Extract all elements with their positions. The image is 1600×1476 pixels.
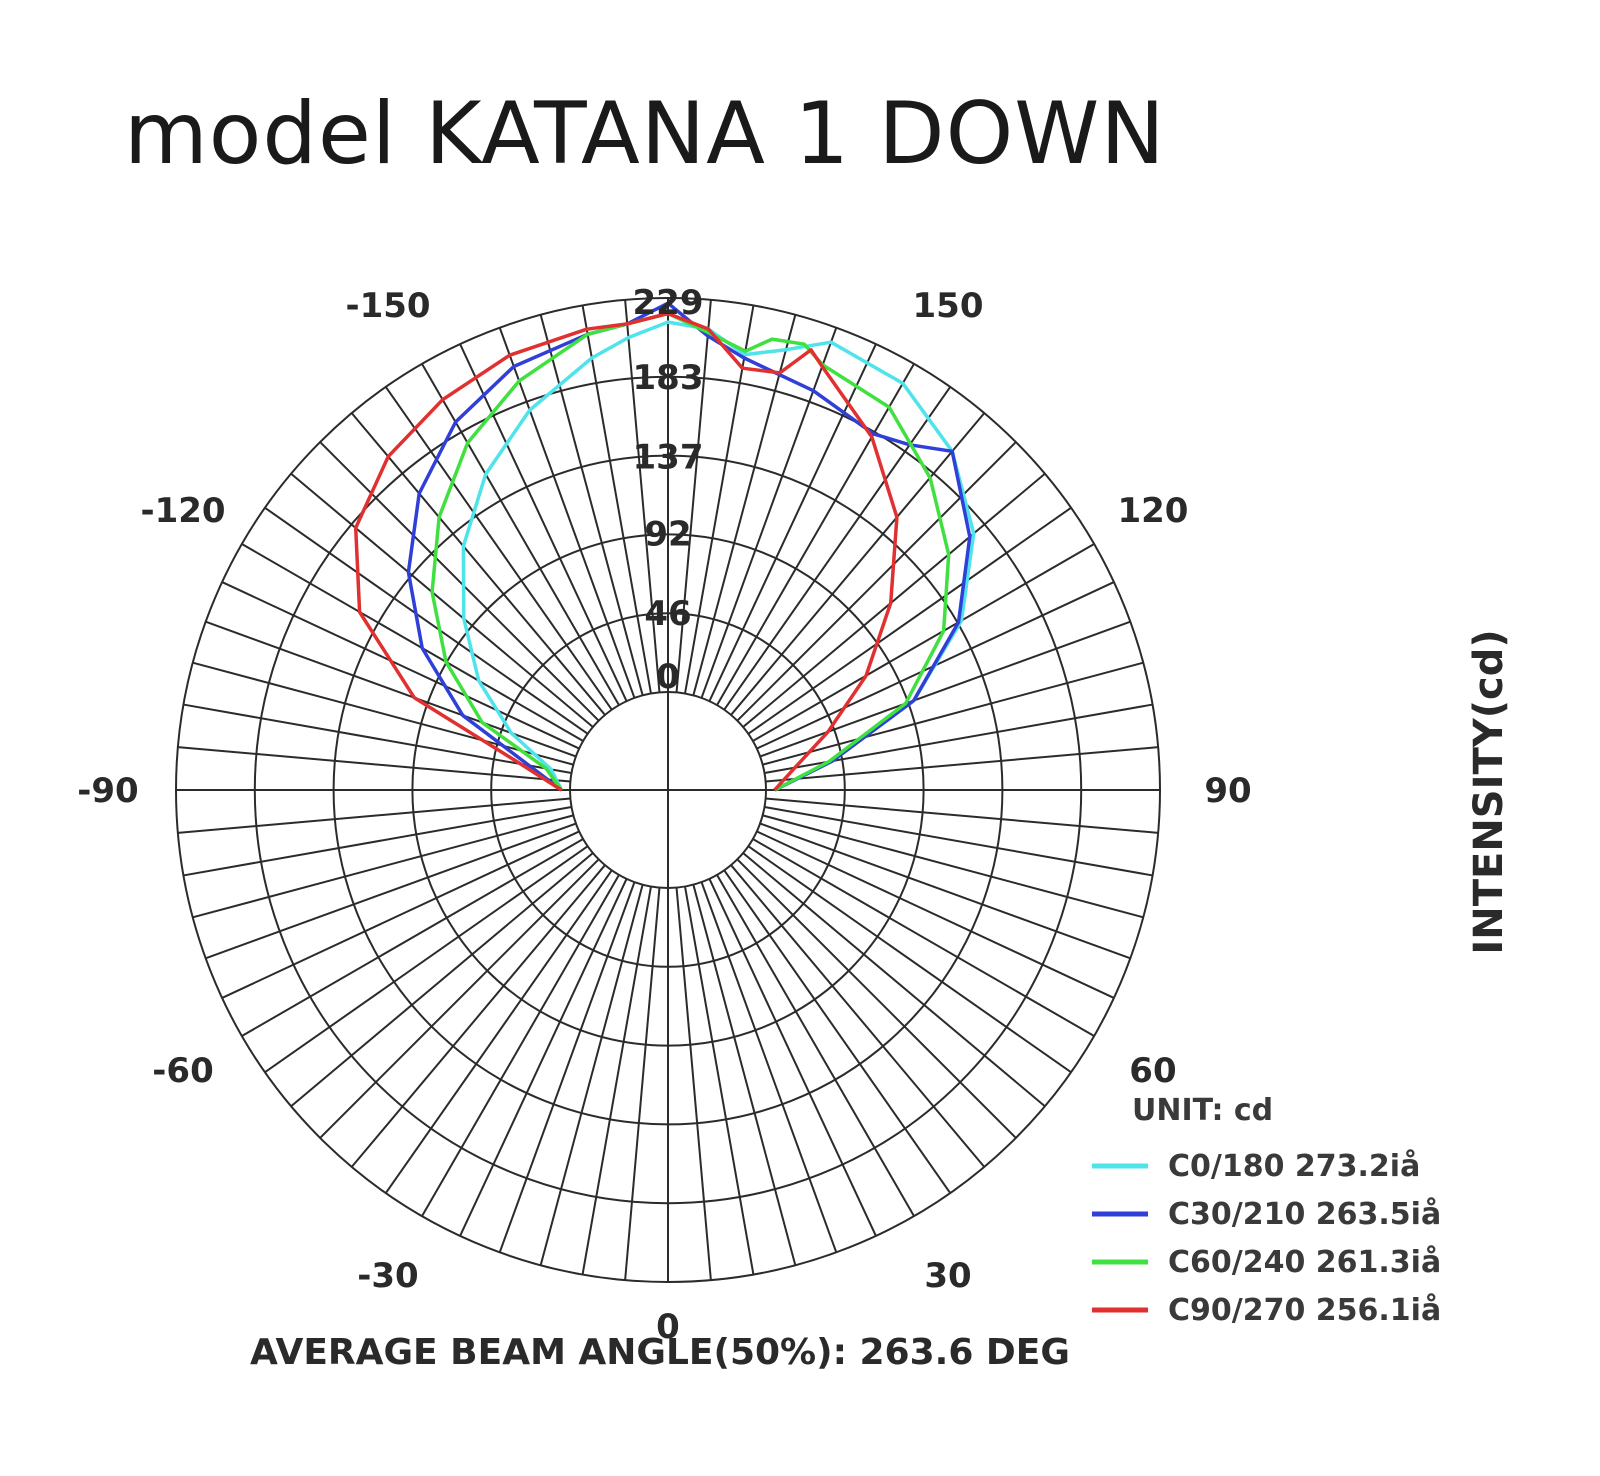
grid-spoke xyxy=(539,884,644,1266)
grid-spoke xyxy=(319,858,600,1139)
legend-entry-label: C60/240 261.3iå xyxy=(1168,1244,1441,1280)
grid-spoke xyxy=(624,887,661,1281)
grid-spoke xyxy=(192,661,574,766)
grid-spoke xyxy=(765,797,1159,834)
grid-spoke xyxy=(581,886,652,1275)
grid-spoke xyxy=(177,797,571,834)
grid-spoke xyxy=(723,386,952,711)
chart-title: model KATANA 1 DOWN xyxy=(124,84,1166,184)
angle-tick-label: -30 xyxy=(357,1256,418,1296)
angle-tick-label: 60 xyxy=(1129,1051,1176,1091)
grid-spoke xyxy=(290,852,594,1108)
legend-entry-label: C0/180 273.2iå xyxy=(1168,1148,1420,1184)
angle-tick-label: -90 xyxy=(77,771,138,811)
radial-tick-label: 92 xyxy=(644,515,691,555)
legend-unit-label: UNIT: cd xyxy=(1132,1093,1273,1128)
angle-tick-label: 90 xyxy=(1204,771,1251,811)
grid-spoke xyxy=(675,887,712,1281)
grid-spoke xyxy=(290,472,594,728)
legend-entry-label: C90/270 256.1iå xyxy=(1168,1292,1441,1328)
radial-tick-label: 229 xyxy=(633,283,704,323)
angle-tick-label: 120 xyxy=(1117,491,1188,531)
grid-spoke xyxy=(708,878,877,1237)
grid-spoke xyxy=(708,343,877,702)
grid-spoke xyxy=(539,314,644,696)
grid-spoke xyxy=(742,472,1046,728)
radial-tick-label: 0 xyxy=(656,657,680,697)
grid-spoke xyxy=(319,441,600,722)
grid-spoke xyxy=(692,314,797,696)
series-line-3 xyxy=(353,311,899,792)
grid-spoke xyxy=(700,881,838,1253)
grid-spoke xyxy=(692,884,797,1266)
grid-spoke xyxy=(177,746,571,783)
grid-spoke xyxy=(762,661,1144,766)
angle-tick-label: 150 xyxy=(913,286,984,326)
beam-angle-footer: AVERAGE BEAM ANGLE(50%): 263.6 DEG xyxy=(250,1332,1070,1373)
angle-tick-label: -150 xyxy=(345,286,430,326)
grid-spoke xyxy=(684,886,755,1275)
grid-spoke xyxy=(221,830,580,999)
series-line-2 xyxy=(430,311,951,792)
grid-spoke xyxy=(716,874,915,1217)
grid-spoke xyxy=(241,543,584,742)
radial-tick-label: 137 xyxy=(633,437,704,477)
angle-tick-label: 30 xyxy=(924,1256,971,1296)
angle-tick-label: 0 xyxy=(656,1307,680,1347)
grid-spoke xyxy=(264,506,589,735)
grid-spoke xyxy=(716,363,915,706)
grid-spoke xyxy=(684,305,755,694)
grid-spoke xyxy=(183,806,572,877)
axis-labels: -150 150 -120 120 -90 90 -60 60 -30 30 0 0 46 92 137 18… xyxy=(77,283,1251,1347)
grid-spoke xyxy=(723,869,952,1194)
angle-tick-label: -60 xyxy=(152,1051,213,1091)
series-line-0 xyxy=(461,320,976,792)
grid-spoke xyxy=(384,386,613,711)
grid-spoke xyxy=(205,822,577,960)
grid-spoke xyxy=(730,864,986,1168)
grid-spoke xyxy=(762,814,1144,919)
grid-spoke xyxy=(756,830,1115,999)
polar-grid xyxy=(175,297,1161,1283)
grid-spoke xyxy=(192,814,574,919)
grid-spoke xyxy=(498,881,636,1253)
grid-spoke xyxy=(675,299,712,693)
grid-spoke xyxy=(459,343,628,702)
series-layer xyxy=(353,301,976,792)
radial-tick-label: 46 xyxy=(644,594,691,634)
grid-spoke xyxy=(742,852,1046,1108)
grid-spoke xyxy=(736,858,1017,1139)
grid-spoke xyxy=(730,412,986,716)
legend-entry-label: C30/210 263.5iå xyxy=(1168,1196,1441,1232)
grid-spoke xyxy=(498,327,636,699)
grid-spoke xyxy=(264,845,589,1074)
grid-spoke xyxy=(747,845,1072,1074)
grid-spoke xyxy=(624,299,661,693)
grid-spoke xyxy=(765,746,1159,783)
grid-spoke xyxy=(759,822,1131,960)
grid-spoke xyxy=(759,620,1131,758)
grid-spoke xyxy=(747,506,1072,735)
grid-spoke xyxy=(764,806,1153,877)
grid-spoke xyxy=(459,878,628,1237)
grid-spoke xyxy=(384,869,613,1194)
grid-spoke xyxy=(350,864,606,1168)
grid-spoke xyxy=(241,838,584,1037)
grid-spoke xyxy=(752,543,1095,742)
grid-spoke xyxy=(183,703,572,774)
angle-tick-label: -120 xyxy=(140,491,225,531)
grid-spoke xyxy=(736,441,1017,722)
grid-spoke xyxy=(421,874,620,1217)
y-axis-label: INTENSITY(cd) xyxy=(1466,629,1512,954)
legend: C0/180 273.2iå C30/210 263.5iå C60/240 261… xyxy=(1092,1148,1441,1328)
grid-spoke xyxy=(350,412,606,716)
grid-spoke xyxy=(752,838,1095,1037)
grid-spoke xyxy=(221,581,580,750)
grid-spoke xyxy=(581,305,652,694)
radial-tick-label: 183 xyxy=(633,358,704,398)
